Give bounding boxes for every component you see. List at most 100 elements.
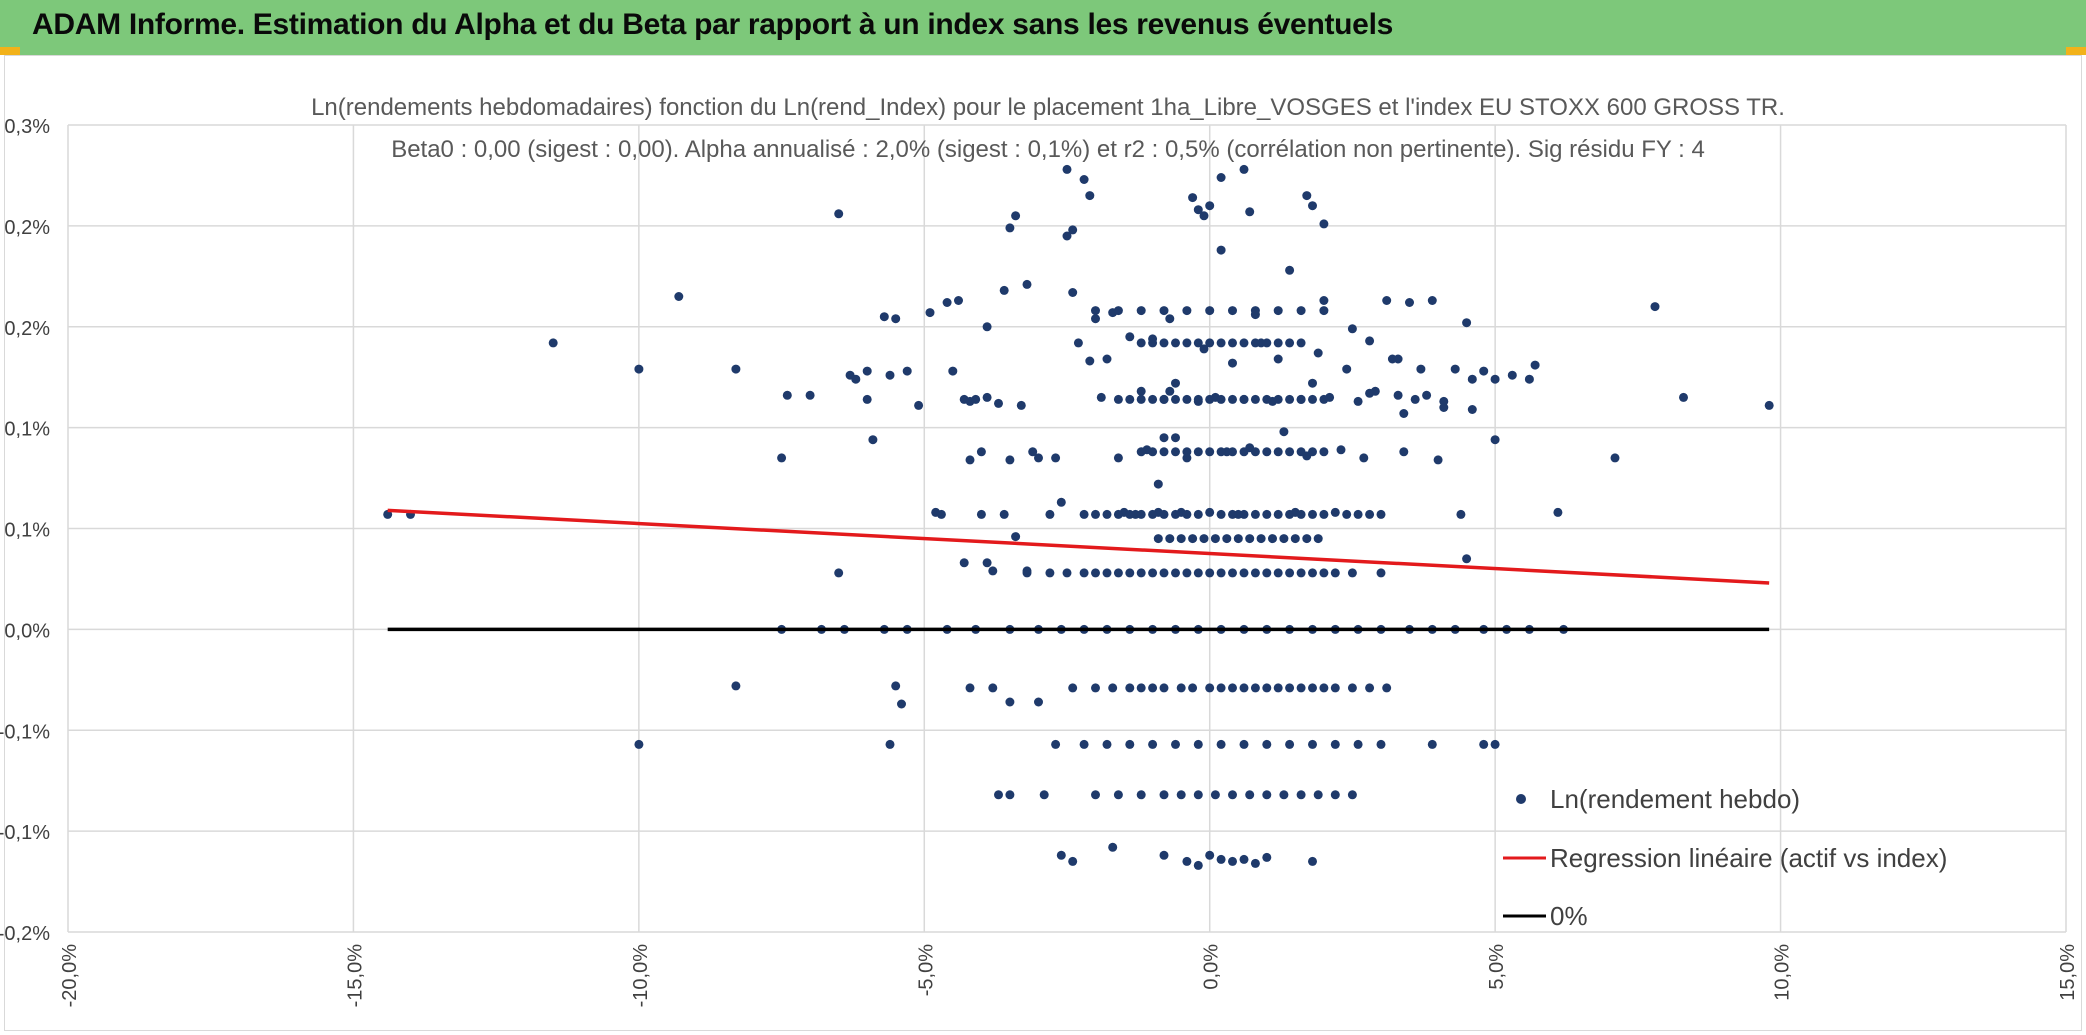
scatter-point xyxy=(1113,306,1123,316)
scatter-point xyxy=(1285,509,1295,519)
scatter-point xyxy=(1205,683,1215,693)
scatter-point xyxy=(1159,790,1169,800)
scatter-point xyxy=(1250,394,1260,404)
scatter-point xyxy=(1228,568,1237,578)
scatter-point xyxy=(1182,568,1192,578)
scatter-point xyxy=(1205,447,1215,457)
scatter-point xyxy=(1159,683,1169,693)
scatter-point xyxy=(1262,338,1272,348)
scatter-point xyxy=(1239,568,1249,578)
scatter-point xyxy=(1279,790,1289,800)
scatter-point xyxy=(1193,338,1203,348)
scatter-point xyxy=(1079,509,1089,519)
scatter-point xyxy=(1176,534,1186,544)
scatter-point xyxy=(1068,683,1078,693)
scatter-point xyxy=(1479,366,1489,376)
scatter-point xyxy=(1285,447,1295,457)
scatter-point xyxy=(1159,338,1169,348)
scatter-point xyxy=(891,314,901,324)
scatter-point xyxy=(1250,568,1260,578)
scatter-point xyxy=(1068,288,1078,297)
scatter-point xyxy=(1216,683,1226,693)
scatter-point xyxy=(1062,568,1072,578)
scatter-point xyxy=(862,366,872,376)
scatter-point xyxy=(936,509,946,519)
scatter-point xyxy=(1182,338,1192,348)
scatter-point xyxy=(1182,509,1192,519)
scatter-point xyxy=(1199,211,1209,221)
scatter-point xyxy=(1228,306,1237,316)
scatter-point xyxy=(1125,394,1135,404)
scatter-point xyxy=(1679,392,1688,402)
scatter-point xyxy=(1376,568,1386,578)
scatter-point xyxy=(1347,568,1357,578)
scatter-point xyxy=(851,374,861,384)
scatter-point xyxy=(1273,338,1283,348)
legend-label-scatter: Ln(rendement hebdo) xyxy=(1550,784,1800,814)
scatter-point xyxy=(1308,447,1317,457)
scatter-point xyxy=(1308,509,1317,519)
scatter-point xyxy=(1273,447,1283,457)
scatter-point xyxy=(1450,364,1460,374)
scatter-point xyxy=(1136,790,1146,800)
scatter-point xyxy=(1034,453,1043,463)
scatter-point xyxy=(1456,509,1466,519)
scatter-point xyxy=(1347,790,1357,800)
scatter-point xyxy=(1250,338,1260,348)
scatter-point xyxy=(1205,507,1215,517)
scatter-point xyxy=(1102,739,1112,749)
scatter-point xyxy=(1091,790,1100,800)
scatter-point xyxy=(1153,534,1163,544)
scatter-point xyxy=(1359,453,1369,463)
scatter-point xyxy=(1250,683,1260,693)
scatter-point xyxy=(1262,739,1272,749)
scatter-point xyxy=(1188,683,1198,693)
scatter-point xyxy=(1422,390,1432,400)
scatter-point xyxy=(634,739,644,749)
scatter-point xyxy=(1427,739,1437,749)
scatter-point xyxy=(1239,683,1249,693)
scatter-point xyxy=(1330,790,1340,800)
scatter-point xyxy=(1205,201,1215,211)
scatter-point xyxy=(1113,394,1123,404)
scatter-point xyxy=(982,322,992,332)
corner-mark-left xyxy=(0,47,20,55)
scatter-point xyxy=(1148,447,1158,457)
scatter-point xyxy=(1136,306,1146,316)
scatter-point xyxy=(1216,854,1226,864)
scatter-point xyxy=(1125,683,1135,693)
tick-layer: 0,3%0,2%0,2%0,1%0,1%0,0%-0,1%-0,1%-0,2%-… xyxy=(0,116,2079,1007)
scatter-point xyxy=(1319,296,1329,305)
scatter-point xyxy=(1136,509,1146,519)
scatter-point xyxy=(885,739,895,749)
scatter-point xyxy=(1490,374,1500,384)
scatter-point xyxy=(1296,683,1306,693)
scatter-point xyxy=(1228,358,1237,368)
scatter-point xyxy=(1273,568,1283,578)
scatter-point xyxy=(1347,324,1357,334)
scatter-point xyxy=(1273,354,1283,364)
scatter-point xyxy=(1193,860,1203,870)
scatter-point xyxy=(965,455,975,465)
scatter-point xyxy=(1467,405,1477,414)
scatter-point xyxy=(1005,223,1015,233)
scatter-point xyxy=(1245,534,1255,544)
y-tick-label: -0,2% xyxy=(0,923,50,945)
scatter-point xyxy=(1228,338,1237,348)
scatter-point xyxy=(1073,338,1083,348)
scatter-point xyxy=(1148,338,1158,348)
scatter-point xyxy=(1056,850,1066,860)
scatter-point xyxy=(1039,790,1049,800)
scatter-point xyxy=(1216,739,1226,749)
scatter-point xyxy=(1022,279,1032,289)
scatter-point xyxy=(1171,433,1180,443)
scatter-point xyxy=(805,390,815,400)
scatter-point xyxy=(1171,509,1180,519)
scatter-point xyxy=(1285,265,1295,275)
scatter-point xyxy=(1416,364,1426,374)
scatter-point xyxy=(1136,386,1146,396)
scatter-point xyxy=(1005,455,1015,465)
scatter-point xyxy=(1239,854,1249,864)
scatter-point xyxy=(1330,568,1340,578)
scatter-point xyxy=(1136,394,1146,404)
